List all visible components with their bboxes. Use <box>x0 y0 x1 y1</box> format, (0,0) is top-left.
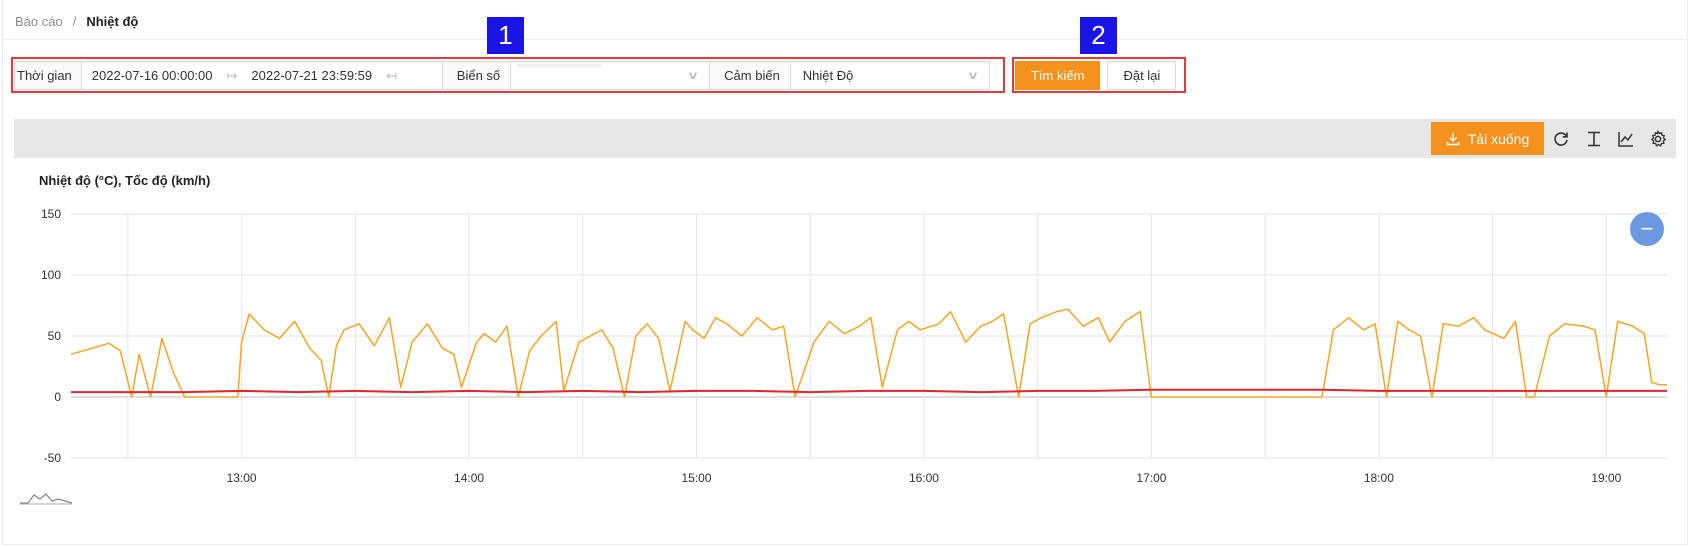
action-buttons: Tìm kiếm Đặt lại <box>1015 61 1177 90</box>
annotation-box-actions <box>1012 57 1186 93</box>
start-date-input[interactable]: 2022-07-16 00:00:00 <box>91 68 213 83</box>
x-tick-label: 19:00 <box>1591 471 1621 485</box>
download-button[interactable]: Tải xuống <box>1431 122 1544 155</box>
end-date-input[interactable]: 2022-07-21 23:59:59 <box>251 68 373 83</box>
reset-button[interactable]: Đặt lại <box>1107 61 1177 90</box>
sensor-label: Cảm biến <box>709 62 791 89</box>
chevron-down-icon: ∨ <box>966 70 979 82</box>
time-label: Thời gian <box>15 62 82 89</box>
chevron-down-icon: ∨ <box>687 70 700 82</box>
header-divider <box>3 39 1687 40</box>
filter-bar: Thời gian 2022-07-16 00:00:00 ↦ 2022-07-… <box>14 61 990 90</box>
breadcrumb-parent-link[interactable]: Báo cáo <box>15 13 63 29</box>
breadcrumb-separator: / <box>72 13 77 29</box>
chart-toolbar <box>14 119 1676 158</box>
annotation-box-filters <box>11 57 1005 93</box>
settings-icon[interactable] <box>1648 129 1668 149</box>
x-tick-label: 13:00 <box>227 471 257 485</box>
x-tick-label: 18:00 <box>1364 471 1394 485</box>
zoom-out-button[interactable]: − <box>1630 212 1664 246</box>
overview-brush-icon[interactable] <box>18 490 74 506</box>
y-tick-label: 150 <box>41 207 61 221</box>
series-line-1 <box>71 388 1667 394</box>
arrow-right-to-line-icon: ↦ <box>226 67 238 83</box>
date-range-picker[interactable]: 2022-07-16 00:00:00 ↦ 2022-07-21 23:59:5… <box>82 62 442 89</box>
annotation-badge-2: 2 <box>1080 17 1117 54</box>
series-line-0 <box>70 308 1667 398</box>
x-tick-label: 16:00 <box>909 471 939 485</box>
search-button[interactable]: Tìm kiếm <box>1015 61 1101 90</box>
download-label: Tải xuống <box>1467 130 1530 147</box>
sensor-select-value: Nhiệt Độ <box>802 68 854 83</box>
y-tick-label: 0 <box>54 390 61 404</box>
y-tick-label: 50 <box>48 329 62 343</box>
breadcrumb: Báo cáo / Nhiệt độ <box>15 12 138 30</box>
annotation-badge-1: 1 <box>487 17 524 54</box>
sensor-select[interactable]: Nhiệt Độ ∨ <box>791 62 989 89</box>
y-tick-label: -50 <box>44 451 62 465</box>
arrow-left-to-line-icon: ↤ <box>386 67 398 83</box>
x-tick-label: 15:00 <box>681 471 711 485</box>
plate-label: Biển số <box>441 62 512 89</box>
breadcrumb-current: Nhiệt độ <box>86 13 139 29</box>
refresh-icon[interactable] <box>1551 129 1571 149</box>
chart-title: Nhiệt độ (°C), Tốc độ (km/h) <box>39 173 211 188</box>
y-tick-label: 100 <box>41 268 61 282</box>
redacted-mark <box>517 64 603 67</box>
line-chart-icon[interactable] <box>1616 129 1636 149</box>
download-icon <box>1446 132 1459 145</box>
plate-select[interactable]: ∨ <box>511 62 709 89</box>
text-format-icon[interactable] <box>1584 129 1604 149</box>
x-tick-label: 17:00 <box>1136 471 1166 485</box>
x-tick-label: 14:00 <box>454 471 484 485</box>
